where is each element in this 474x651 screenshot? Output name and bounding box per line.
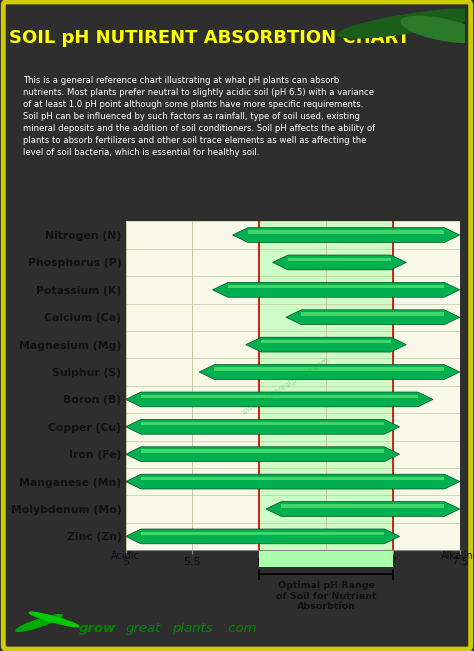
Polygon shape bbox=[126, 447, 400, 462]
Polygon shape bbox=[273, 255, 406, 270]
Text: Acidic: Acidic bbox=[111, 551, 140, 561]
Polygon shape bbox=[199, 365, 460, 380]
Polygon shape bbox=[288, 258, 391, 261]
Polygon shape bbox=[286, 310, 460, 325]
Polygon shape bbox=[126, 392, 433, 407]
Polygon shape bbox=[212, 283, 460, 298]
Bar bbox=[259, 551, 393, 568]
Text: grow: grow bbox=[79, 622, 116, 635]
Polygon shape bbox=[141, 395, 418, 398]
Polygon shape bbox=[233, 228, 460, 242]
Ellipse shape bbox=[29, 612, 79, 627]
Text: .com: .com bbox=[224, 622, 256, 635]
Ellipse shape bbox=[401, 16, 474, 42]
Bar bbox=[259, 221, 393, 550]
Polygon shape bbox=[141, 477, 445, 480]
Text: www.growgreatplants.com: www.growgreatplants.com bbox=[240, 355, 332, 417]
Polygon shape bbox=[141, 422, 384, 426]
Text: SOIL pH NUTIRENT ABSORBTION CHART: SOIL pH NUTIRENT ABSORBTION CHART bbox=[9, 29, 410, 48]
Text: Alkaline: Alkaline bbox=[440, 551, 474, 561]
Polygon shape bbox=[126, 474, 460, 489]
Text: This is a general reference chart illustrating at what pH plants can absorb
nutr: This is a general reference chart illust… bbox=[23, 76, 375, 158]
Polygon shape bbox=[266, 502, 460, 516]
Text: plants: plants bbox=[172, 622, 213, 635]
Polygon shape bbox=[126, 419, 400, 434]
Ellipse shape bbox=[16, 615, 62, 631]
Text: Optimal pH Range
of Soil for Nutrient
Absorbtion: Optimal pH Range of Soil for Nutrient Ab… bbox=[276, 581, 376, 611]
Ellipse shape bbox=[338, 9, 474, 38]
Polygon shape bbox=[261, 340, 391, 343]
Polygon shape bbox=[248, 230, 445, 234]
Polygon shape bbox=[282, 504, 445, 508]
Polygon shape bbox=[141, 449, 384, 453]
Text: great: great bbox=[125, 622, 161, 635]
Polygon shape bbox=[141, 532, 384, 535]
Polygon shape bbox=[301, 312, 445, 316]
Polygon shape bbox=[126, 529, 400, 544]
Polygon shape bbox=[228, 285, 445, 288]
Polygon shape bbox=[246, 337, 406, 352]
Polygon shape bbox=[215, 367, 445, 370]
